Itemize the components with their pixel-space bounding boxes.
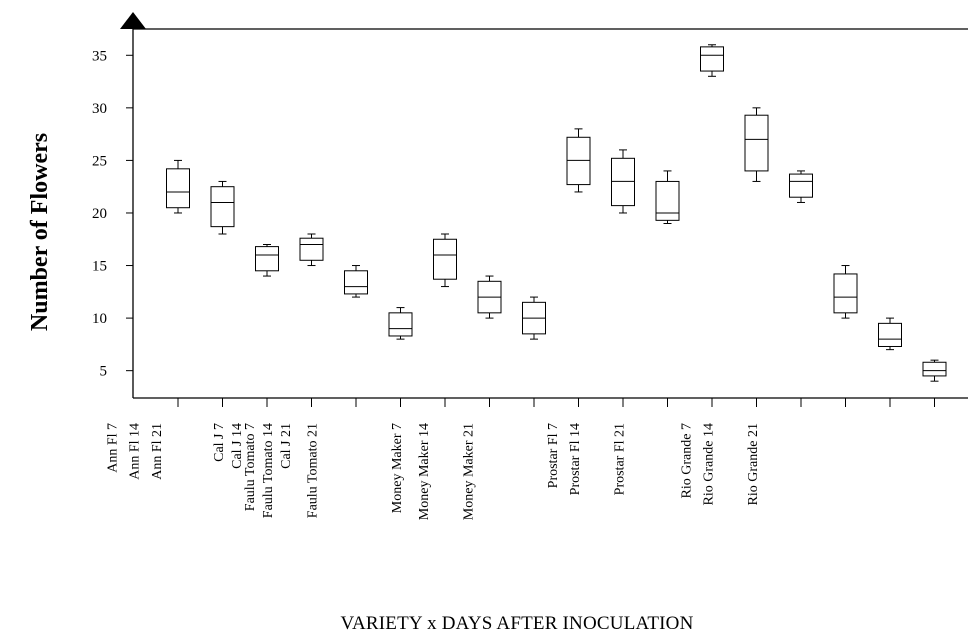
y-tick-label: 25	[92, 153, 107, 169]
interquartile-box	[700, 46, 724, 72]
x-category-label: Money Maker 21	[461, 423, 476, 520]
interquartile-box	[210, 186, 235, 228]
y-tick-label: 30	[92, 101, 107, 117]
box	[522, 296, 546, 340]
y-tick-label: 35	[92, 48, 107, 64]
box	[210, 180, 235, 235]
x-category-label: Faulu Tomato 21	[306, 423, 321, 518]
x-category-labels: Ann Fl 7 Ann Fl 14 Ann Fl 21 Cal J 7 Cal J 1…	[105, 423, 761, 520]
x-axis-ticks	[177, 398, 935, 407]
box-series	[166, 44, 947, 382]
box	[611, 149, 635, 214]
x-category-label: Ann Fl 21	[150, 423, 165, 480]
interquartile-box	[255, 246, 279, 272]
y-axis-ticks: 5 10 15 20 25 30 35	[92, 48, 133, 380]
interquartile-box	[344, 270, 368, 295]
box	[789, 170, 813, 203]
y-axis-label: Number of Flowers	[27, 133, 53, 331]
x-category-label: Rio Grande 21	[746, 423, 761, 505]
box	[299, 233, 324, 267]
y-axis-arrow-icon	[120, 12, 146, 29]
x-category-label: Rio Grande 7	[679, 423, 694, 498]
box	[433, 233, 457, 288]
x-category-label: Faulu Tomato 7	[243, 423, 258, 511]
box	[655, 170, 680, 224]
x-category-label: Faulu Tomato 14	[261, 423, 276, 518]
interquartile-box	[789, 173, 813, 198]
interquartile-box	[611, 157, 635, 207]
y-tick-label: 5	[100, 364, 108, 380]
interquartile-box	[922, 361, 947, 377]
x-category-label: Money Maker 14	[417, 423, 432, 520]
box	[477, 275, 502, 319]
box	[388, 307, 413, 340]
x-category-label: Prostar Fl 14	[568, 423, 583, 495]
x-category-label: Cal J 14	[230, 423, 245, 469]
interquartile-box	[655, 180, 680, 221]
box	[166, 159, 190, 214]
interquartile-box	[566, 136, 591, 186]
interquartile-box	[433, 238, 457, 280]
box	[566, 128, 591, 193]
interquartile-box	[166, 168, 190, 209]
y-tick-label: 15	[92, 259, 107, 275]
x-category-label: Ann Fl 14	[128, 423, 143, 480]
interquartile-box	[299, 237, 324, 261]
box	[744, 107, 769, 182]
interquartile-box	[744, 114, 769, 172]
interquartile-box	[833, 273, 858, 314]
interquartile-box	[388, 312, 413, 337]
axes	[120, 12, 968, 399]
interquartile-box	[878, 322, 902, 347]
x-category-label: Money Maker 7	[390, 423, 405, 513]
x-category-label: Prostar Fl 7	[546, 423, 561, 488]
box	[700, 44, 724, 77]
y-tick-label: 20	[92, 206, 107, 222]
y-tick-label: 10	[92, 311, 107, 327]
x-category-label: Rio Grande 14	[702, 423, 717, 505]
x-category-label: Ann Fl 7	[105, 423, 120, 473]
x-axis-label: VARIETY x DAYS AFTER INOCULATION	[341, 613, 694, 631]
x-category-label: Cal J 7	[212, 423, 227, 462]
box	[255, 244, 279, 277]
box	[833, 265, 858, 319]
box	[878, 317, 902, 351]
box	[922, 359, 947, 382]
box	[344, 265, 368, 298]
x-category-label: Prostar Fl 21	[613, 423, 628, 495]
x-category-label: Cal J 21	[279, 423, 294, 469]
